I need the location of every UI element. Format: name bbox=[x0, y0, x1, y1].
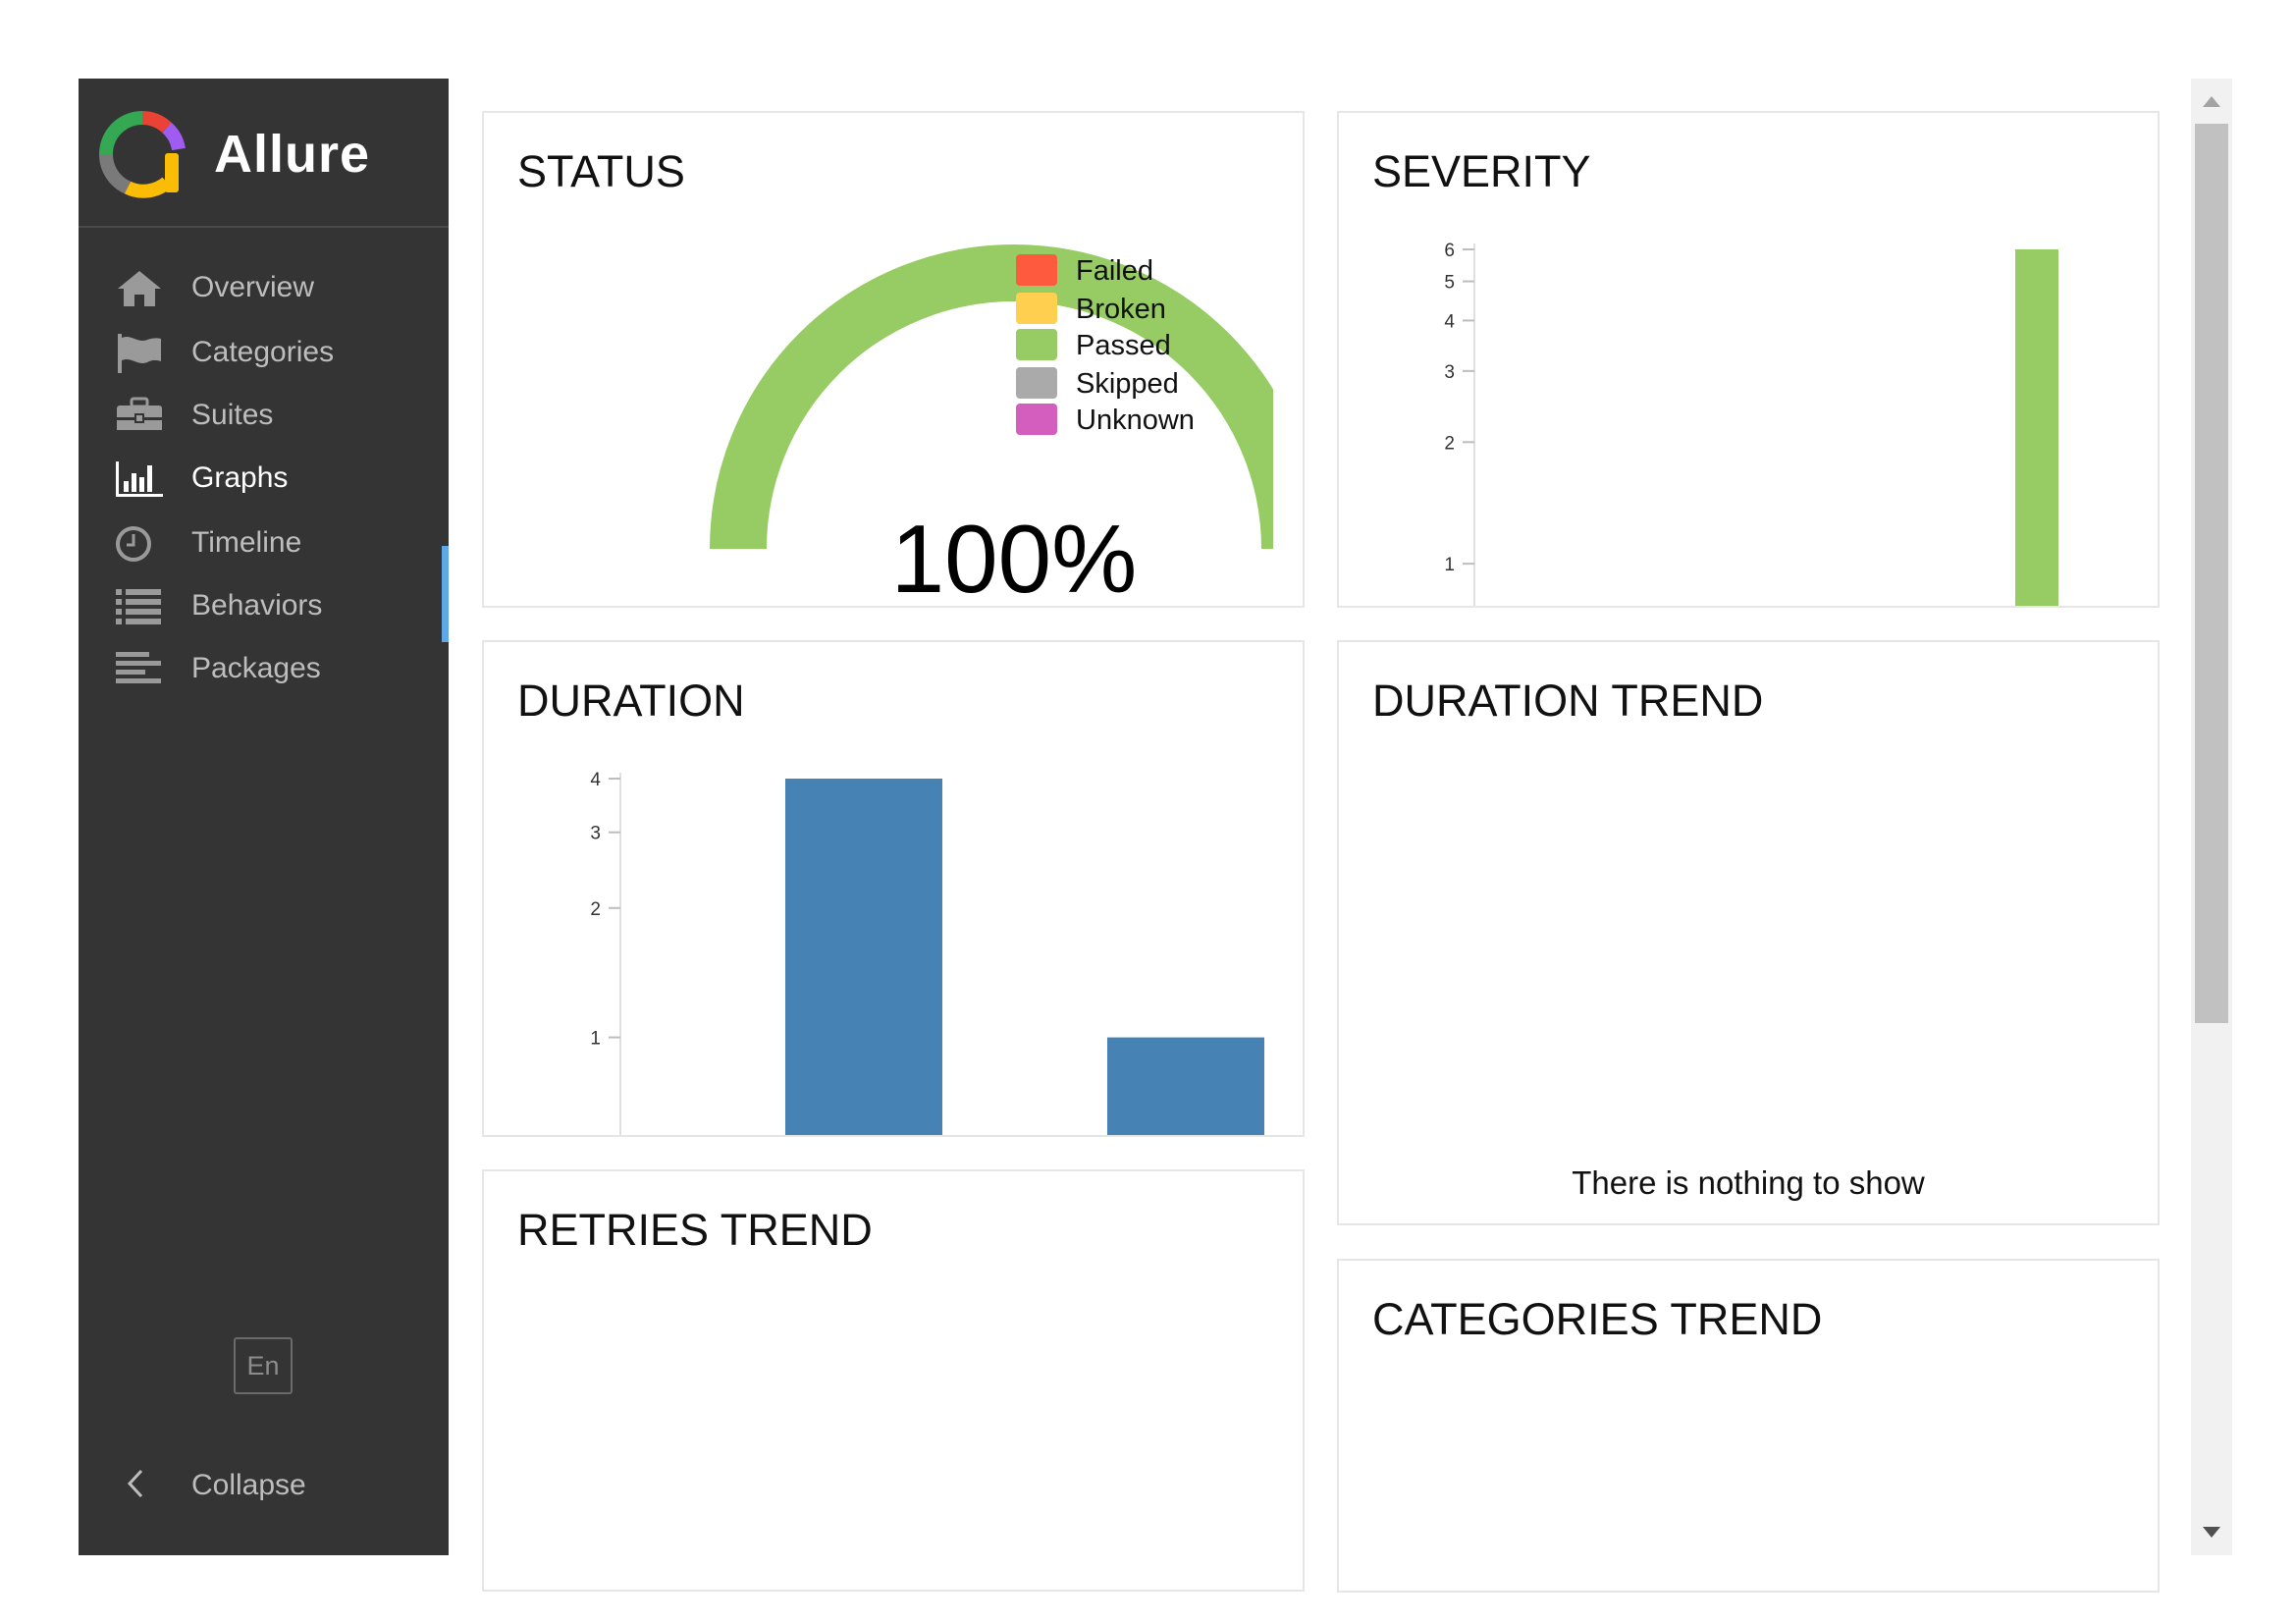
align-left-icon bbox=[116, 652, 161, 683]
sidebar-item-label: Packages bbox=[191, 652, 321, 684]
sidebar-item-suites[interactable]: Suites bbox=[79, 367, 449, 461]
sidebar-item-packages[interactable]: Packages bbox=[79, 621, 449, 715]
retries-trend-widget: RETRIES TREND bbox=[482, 1169, 1305, 1592]
legend-label-passed[interactable]: Passed bbox=[1076, 330, 1171, 361]
sidebar-item-categories[interactable]: Categories bbox=[79, 304, 449, 399]
bar-0[interactable] bbox=[785, 779, 942, 1137]
y-tick-label: 3 bbox=[1444, 362, 1455, 383]
collapse-label: Collapse bbox=[191, 1469, 306, 1501]
legend-swatch-unknown bbox=[1016, 404, 1057, 435]
status-widget: STATUS 100% Failed Broken Passed Skipped Unk… bbox=[482, 111, 1305, 608]
severity-chart: 1 2 3 4 5 6 bbox=[1444, 241, 2058, 608]
sidebar-item-label: Overview bbox=[191, 271, 315, 303]
scroll-up-arrow-icon[interactable] bbox=[2203, 96, 2220, 107]
duration-trend-widget: DURATION TREND There is nothing to show bbox=[1337, 640, 2160, 1225]
sidebar-item-graphs[interactable]: Graphs bbox=[79, 430, 449, 524]
categories-trend-widget: CATEGORIES TREND bbox=[1337, 1259, 2160, 1593]
widget-title: DURATION TREND bbox=[1372, 676, 1764, 726]
widget-title: CATEGORIES TREND bbox=[1372, 1294, 1823, 1344]
y-tick-label: 2 bbox=[1444, 433, 1455, 454]
y-tick-label: 5 bbox=[1444, 273, 1455, 294]
widget-title: SEVERITY bbox=[1372, 146, 1591, 196]
language-switcher[interactable]: En bbox=[234, 1337, 293, 1394]
vertical-scrollbar[interactable] bbox=[2191, 79, 2232, 1555]
sidebar-item-label: Graphs bbox=[191, 461, 289, 494]
briefcase-icon bbox=[117, 397, 162, 434]
active-item-indicator bbox=[442, 546, 449, 642]
status-slice-passed[interactable] bbox=[710, 244, 1303, 550]
flag-icon bbox=[118, 334, 161, 373]
legend-label-unknown[interactable]: Unknown bbox=[1076, 405, 1195, 436]
widget-title: RETRIES TREND bbox=[517, 1205, 873, 1255]
widget-title: STATUS bbox=[517, 146, 685, 196]
app-name: Allure bbox=[214, 125, 371, 184]
clock-icon bbox=[116, 526, 151, 562]
legend-swatch-failed bbox=[1016, 254, 1057, 286]
legend-label-failed[interactable]: Failed bbox=[1076, 255, 1153, 287]
allure-logo-icon bbox=[98, 111, 186, 198]
sidebar-item-label: Timeline bbox=[191, 526, 302, 559]
scroll-thumb[interactable] bbox=[2195, 124, 2228, 1023]
y-tick-label: 4 bbox=[590, 770, 601, 790]
status-percent-label: 100% bbox=[891, 505, 1138, 608]
status-legend: Failed Broken Passed Skipped Unknown bbox=[1016, 254, 1195, 436]
brand-header[interactable]: Allure bbox=[79, 79, 449, 228]
sidebar-item-label: Categories bbox=[191, 336, 335, 368]
legend-swatch-passed bbox=[1016, 329, 1057, 360]
sidebar-item-label: Suites bbox=[191, 399, 274, 431]
duration-chart: 1 2 3 4 bbox=[590, 770, 1264, 1137]
bar-0[interactable] bbox=[2015, 249, 2058, 608]
empty-state-message: There is nothing to show bbox=[1572, 1164, 1925, 1201]
y-tick-label: 6 bbox=[1444, 241, 1455, 261]
y-tick-label: 1 bbox=[1444, 555, 1455, 575]
y-tick-label: 2 bbox=[590, 899, 601, 920]
y-tick-label: 3 bbox=[590, 824, 601, 844]
sidebar-item-timeline[interactable]: Timeline bbox=[79, 495, 449, 589]
legend-label-skipped[interactable]: Skipped bbox=[1076, 368, 1179, 400]
bar-1[interactable] bbox=[1107, 1037, 1264, 1137]
collapse-button[interactable]: Collapse bbox=[79, 1449, 449, 1518]
status-chart: 100% Failed Broken Passed Skipped Unknown bbox=[710, 113, 1303, 608]
y-tick-label: 1 bbox=[590, 1029, 601, 1050]
severity-widget: SEVERITY 1 2 3 4 5 6 bbox=[1337, 111, 2160, 608]
legend-swatch-broken bbox=[1016, 293, 1057, 324]
widget-title: DURATION bbox=[517, 676, 745, 726]
legend-swatch-skipped bbox=[1016, 367, 1057, 399]
bar-chart-icon bbox=[116, 461, 163, 497]
duration-widget: DURATION 1 2 3 4 bbox=[482, 640, 1305, 1137]
sidebar-item-overview[interactable]: Overview bbox=[79, 240, 449, 334]
sidebar-item-behaviors[interactable]: Behaviors bbox=[79, 558, 449, 652]
sidebar: Allure Overview Categories Suites bbox=[79, 79, 449, 1555]
scroll-down-arrow-icon[interactable] bbox=[2203, 1527, 2220, 1538]
home-icon bbox=[118, 271, 161, 306]
sidebar-item-label: Behaviors bbox=[191, 589, 323, 622]
list-icon bbox=[116, 589, 161, 624]
y-tick-label: 4 bbox=[1444, 311, 1455, 332]
legend-label-broken[interactable]: Broken bbox=[1076, 294, 1166, 325]
chevron-left-icon bbox=[127, 1469, 143, 1498]
allure-report-app: Allure Overview Categories Suites bbox=[79, 79, 2232, 1593]
